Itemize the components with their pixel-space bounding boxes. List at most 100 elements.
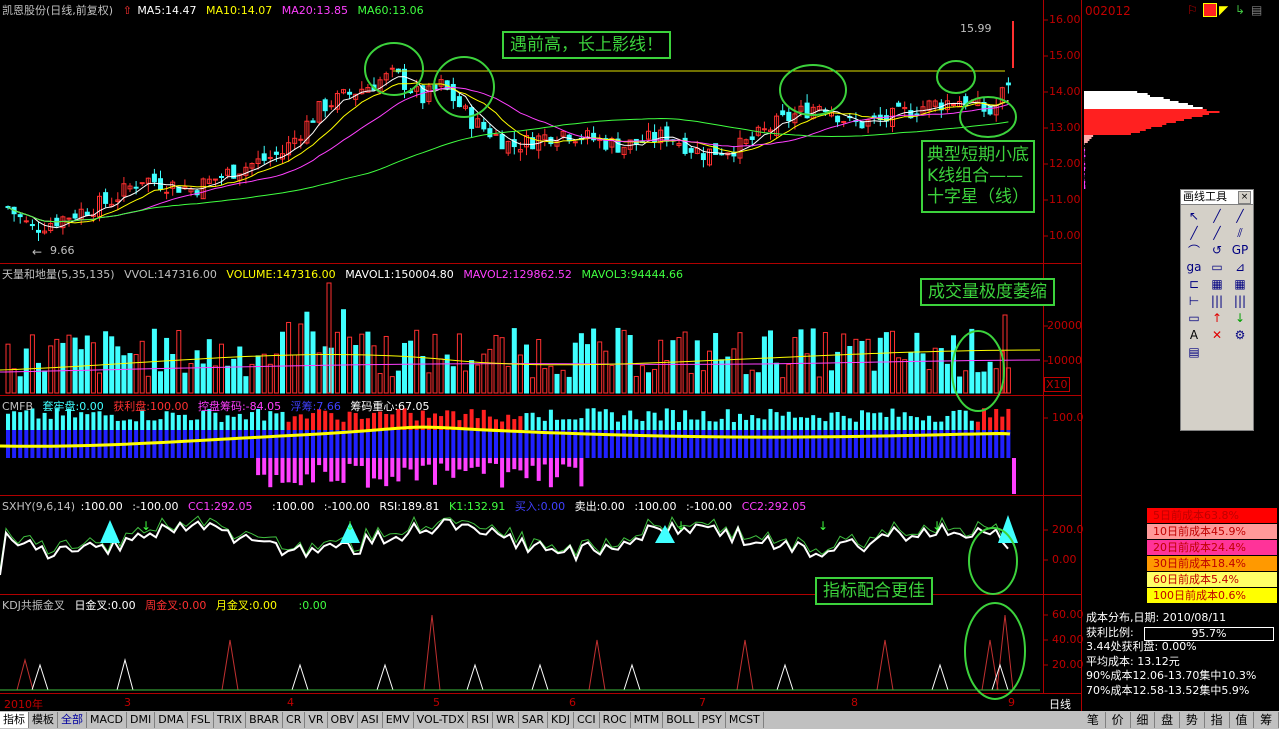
draw-tool-icon[interactable]: ▦ (1234, 277, 1246, 291)
draw-tool-icon[interactable]: ▭ (1211, 260, 1223, 274)
draw-tool-icon[interactable]: ▤ (1188, 345, 1200, 359)
indicator-tab[interactable]: DMA (155, 712, 188, 728)
indicator-tab[interactable]: ROC (600, 712, 631, 728)
indicator-tab[interactable]: BRAR (246, 712, 284, 728)
menu-icon[interactable]: ▤ (1251, 3, 1263, 17)
cmfb-bar (250, 430, 254, 458)
cmfb-bar (921, 430, 925, 458)
cost-distribution (1084, 91, 1220, 189)
indicator-tab[interactable]: MCST (726, 712, 764, 728)
draw-tool-icon[interactable]: ↖ (1188, 209, 1200, 223)
right-tab[interactable]: 价 (1106, 712, 1131, 728)
indicator-tab[interactable]: SAR (519, 712, 549, 728)
draw-tool-icon[interactable]: ╱ (1213, 209, 1221, 223)
cmfb-bar (256, 458, 261, 476)
candle-body (225, 168, 231, 176)
draw-tool-icon[interactable]: ⌒ (1187, 243, 1200, 258)
cmfb-bar (213, 430, 218, 458)
right-tab[interactable]: 细 (1131, 712, 1156, 728)
toolbox-title-bar[interactable]: 画线工具 × (1181, 190, 1253, 205)
indicator-tab[interactable]: VOL-TDX (414, 712, 469, 728)
cmfb-bar (951, 410, 956, 430)
indicator-tab[interactable]: DMI (127, 712, 156, 728)
low-price-label: 9.66 (50, 244, 75, 257)
volume-bar (932, 347, 938, 394)
draw-tool-icon[interactable]: ↺ (1211, 243, 1223, 257)
candle-body (761, 128, 767, 131)
f10-icon[interactable] (1203, 3, 1217, 17)
indicator-tab[interactable]: ASI (358, 712, 383, 728)
indicator-tab[interactable]: MTM (631, 712, 664, 728)
circle-annot-2 (433, 56, 495, 118)
indicator-tab[interactable]: 指标 (0, 712, 29, 728)
draw-tool-icon[interactable]: ╱ (1190, 226, 1198, 240)
draw-tool-icon[interactable]: ||| (1210, 294, 1224, 308)
indicator-tab[interactable]: PSY (699, 712, 726, 728)
draw-tool-icon[interactable]: ✕ (1211, 328, 1223, 342)
draw-tool-icon[interactable]: ▦ (1211, 277, 1223, 291)
volume-bar (194, 350, 200, 394)
volume-bar (987, 361, 993, 394)
draw-tool-icon[interactable]: ⊏ (1188, 277, 1200, 291)
indicator-tab[interactable]: RSI (468, 712, 494, 728)
indicator-tab[interactable]: WR (493, 712, 519, 728)
draw-tool-icon[interactable]: ▭ (1188, 311, 1200, 325)
volume-bar (420, 356, 426, 394)
close-icon[interactable]: × (1238, 191, 1251, 204)
cmfb-bar (414, 430, 419, 458)
draw-tool-icon[interactable]: ╱ (1236, 209, 1244, 223)
price-tick: 12.00 (1049, 157, 1081, 170)
draw-tool-icon[interactable]: ↓ (1234, 311, 1246, 325)
cmfb-bar (579, 458, 584, 487)
indicator-tab[interactable]: CR (283, 712, 306, 728)
right-tab[interactable]: 势 (1180, 712, 1205, 728)
cmfb-bar (731, 421, 736, 430)
indicator-tab[interactable]: KDJ (548, 712, 574, 728)
flag-icon[interactable]: ⚐ (1187, 3, 1198, 17)
right-tab[interactable]: 盘 (1155, 712, 1180, 728)
right-tab[interactable]: 筹 (1254, 712, 1279, 728)
cmfb-bar (683, 430, 688, 458)
candle-body (78, 208, 84, 220)
volume-bar (292, 354, 298, 394)
draw-tool-icon[interactable]: ⊿ (1234, 260, 1246, 274)
arrow-icon[interactable]: ◤ (1219, 3, 1229, 17)
green-arrow-icon[interactable]: ↳ (1235, 3, 1246, 17)
cost-table: 5日前成本63.8% 10日前成本45.9% 20日前成本24.4% 30日前成本18… (1147, 508, 1277, 604)
draw-tool-icon[interactable]: ⫽ (1237, 225, 1243, 240)
indicator-tab[interactable]: BOLL (663, 712, 699, 728)
sxhy-rsi-line (0, 518, 1009, 576)
draw-tool-icon[interactable]: ↑ (1211, 311, 1223, 325)
cmfb-bar (335, 430, 340, 458)
draw-tool-icon[interactable]: GP (1231, 243, 1249, 257)
draw-tool-icon[interactable]: ⊢ (1188, 294, 1200, 308)
draw-tool-icon[interactable]: A (1189, 328, 1199, 342)
indicator-tab[interactable]: MACD (87, 712, 127, 728)
drawing-toolbox[interactable]: 画线工具 × ↖ ╱ ╱ ╱ ╱ ⫽ ⌒ ↺ GP ga ▭ ⊿ ⊏ ▦ ▦ ⊢ ||| ||| ▭ ↑ ↓ A ✕ ⚙ ▤ (1180, 189, 1254, 431)
right-tab[interactable]: 笔 (1081, 712, 1106, 728)
indicator-tab[interactable]: OBV (328, 712, 358, 728)
indicator-tab[interactable]: TRIX (214, 712, 247, 728)
cmfb-bar (262, 430, 267, 458)
right-tab[interactable]: 值 (1230, 712, 1255, 728)
indicator-tab[interactable]: CCI (574, 712, 600, 728)
draw-tool-icon[interactable]: ⚙ (1234, 328, 1246, 342)
indicator-tab[interactable]: EMV (383, 712, 414, 728)
right-tab[interactable]: 指 (1205, 712, 1230, 728)
volume-bar (395, 370, 401, 394)
volume-bar (200, 363, 206, 394)
indicator-tab[interactable]: VR (305, 712, 328, 728)
indicator-tab[interactable]: 全部 (58, 712, 87, 728)
period-label[interactable]: 日线 (1049, 698, 1071, 711)
cmfb-bar (329, 413, 334, 430)
indicator-tab[interactable]: 模板 (29, 712, 58, 728)
volume-bar (761, 336, 767, 394)
indicator-tab[interactable]: FSL (188, 712, 214, 728)
draw-tool-icon[interactable]: ||| (1233, 294, 1247, 308)
draw-tool-icon[interactable]: ga (1186, 260, 1202, 274)
draw-tool-icon[interactable]: ╱ (1213, 226, 1221, 240)
volume-bar (237, 346, 243, 394)
candle-body (316, 101, 322, 123)
cmfb-bar (512, 419, 517, 430)
